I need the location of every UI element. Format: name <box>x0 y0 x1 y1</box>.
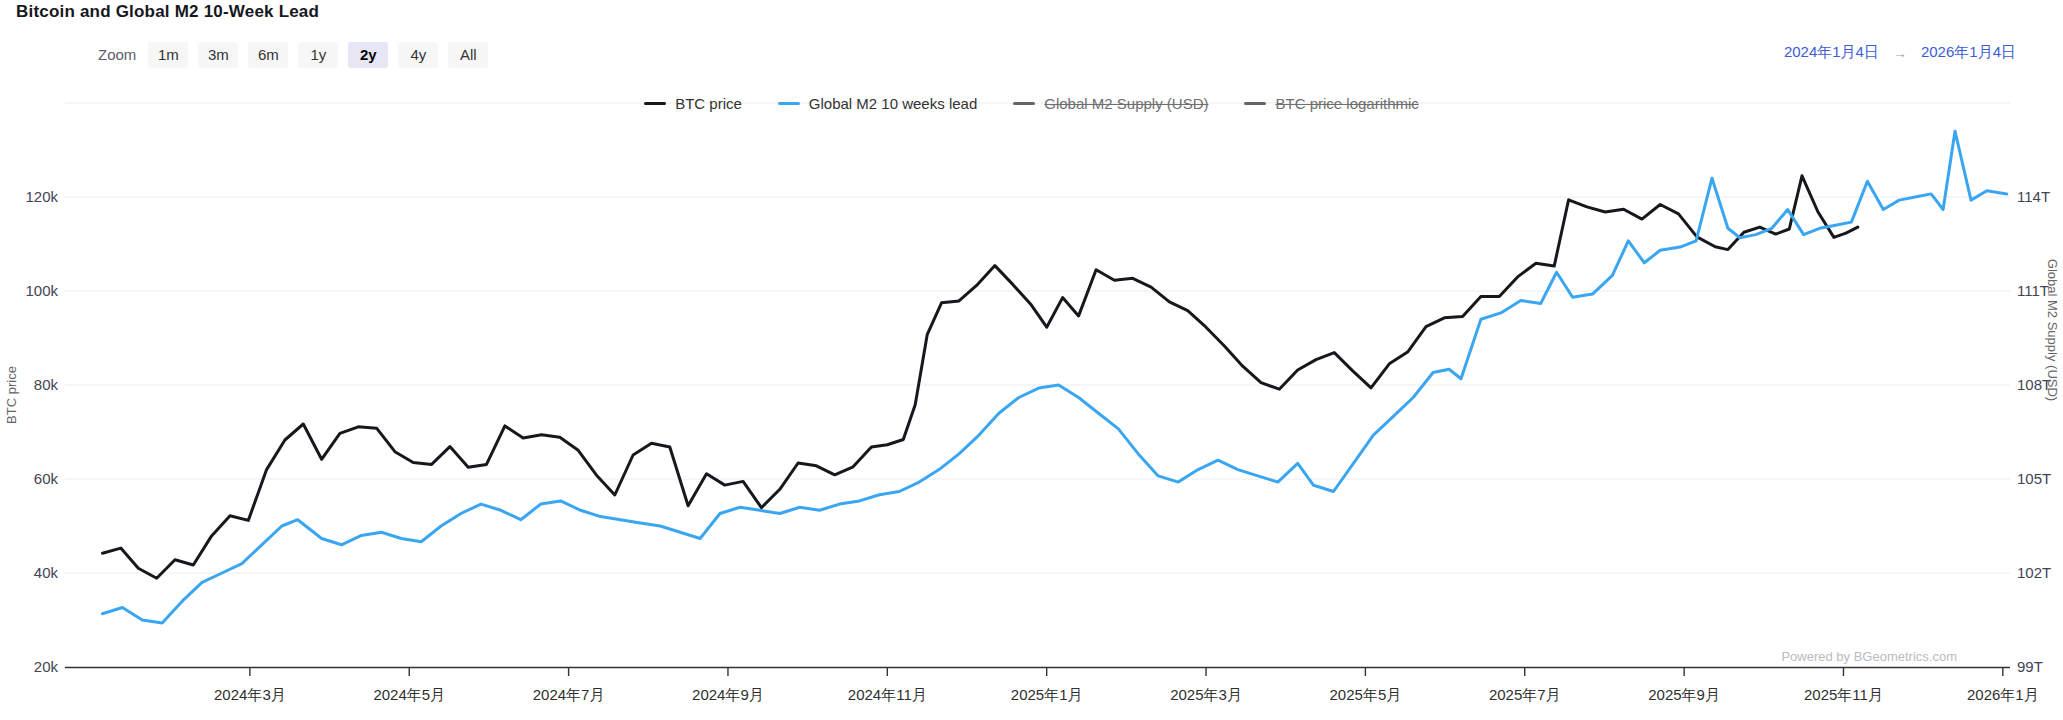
y-right-tick-label: 102T <box>2017 564 2051 581</box>
chart-page: Bitcoin and Global M2 10-Week Lead Zoom … <box>0 0 2063 720</box>
y-left-tick-label: 20k <box>34 658 59 675</box>
x-tick-label: 2025年11月 <box>1804 686 1883 703</box>
chart-legend: BTC price Global M2 10 weeks lead Global M… <box>0 95 2063 112</box>
range-button-3m[interactable]: 3m <box>198 42 238 68</box>
date-range-picker: 2024年1月4日 → 2026年1月4日 <box>1784 43 2016 62</box>
x-tick-label: 2026年1月 <box>1967 686 2039 703</box>
arrow-right-icon: → <box>1893 45 1907 61</box>
y-right-tick-label: 111T <box>2017 282 2049 299</box>
page-title: Bitcoin and Global M2 10-Week Lead <box>16 2 319 22</box>
legend-dash-icon <box>778 102 800 105</box>
range-button-4y[interactable]: 4y <box>398 42 438 68</box>
x-tick-label: 2025年3月 <box>1170 686 1242 703</box>
y-right-tick-label: 99T <box>2017 658 2043 675</box>
x-tick-label: 2024年9月 <box>692 686 764 703</box>
x-tick-label: 2025年7月 <box>1489 686 1561 703</box>
x-tick-label: 2024年3月 <box>214 686 286 703</box>
range-button-2y[interactable]: 2y <box>348 42 388 68</box>
watermark-powered-by: Powered by BGeometrics.com <box>1781 649 1957 664</box>
legend-item-global-m2-supply-usd-[interactable]: Global M2 Supply (USD) <box>1013 95 1208 112</box>
legend-label: BTC price logarithmic <box>1275 95 1418 112</box>
zoom-label: Zoom <box>98 46 136 63</box>
legend-dash-icon <box>1244 102 1266 105</box>
legend-label: BTC price <box>675 95 742 112</box>
legend-item-global-m2-10-weeks-lead[interactable]: Global M2 10 weeks lead <box>778 95 977 112</box>
x-tick-label: 2024年5月 <box>373 686 445 703</box>
x-tick-label: 2025年1月 <box>1011 686 1083 703</box>
legend-dash-icon <box>644 102 666 105</box>
zoom-toolbar: Zoom 1m 3m 6m 1y 2y 4y All <box>98 41 488 68</box>
y-left-axis-title: BTC price <box>4 366 19 424</box>
series-line-btc-price[interactable] <box>103 176 1858 578</box>
x-tick-label: 2024年7月 <box>533 686 605 703</box>
x-tick-label: 2024年11月 <box>848 686 927 703</box>
range-button-1y[interactable]: 1y <box>298 42 338 68</box>
y-left-tick-label: 40k <box>34 564 59 581</box>
y-left-tick-label: 120k <box>25 188 58 205</box>
range-button-1m[interactable]: 1m <box>148 42 188 68</box>
legend-dash-icon <box>1013 102 1035 105</box>
y-left-tick-label: 80k <box>34 376 59 393</box>
range-button-all[interactable]: All <box>448 42 488 68</box>
legend-label: Global M2 Supply (USD) <box>1044 95 1208 112</box>
date-to-field[interactable]: 2026年1月4日 <box>1921 43 2016 62</box>
x-tick-label: 2025年5月 <box>1330 686 1402 703</box>
y-right-axis-title: Global M2 Supply (USD) <box>2045 259 2060 401</box>
y-left-tick-label: 100k <box>25 282 58 299</box>
legend-item-btc-price[interactable]: BTC price <box>644 95 742 112</box>
series-line-global-m2-10-weeks-lead[interactable] <box>103 131 2007 623</box>
legend-item-btc-price-logarithmic[interactable]: BTC price logarithmic <box>1244 95 1418 112</box>
x-tick-label: 2025年9月 <box>1648 686 1720 703</box>
date-from-field[interactable]: 2024年1月4日 <box>1784 43 1879 62</box>
y-right-tick-label: 114T <box>2017 188 2050 205</box>
y-right-tick-label: 105T <box>2017 470 2051 487</box>
legend-label: Global M2 10 weeks lead <box>809 95 977 112</box>
y-left-tick-label: 60k <box>34 470 59 487</box>
range-button-6m[interactable]: 6m <box>248 42 288 68</box>
